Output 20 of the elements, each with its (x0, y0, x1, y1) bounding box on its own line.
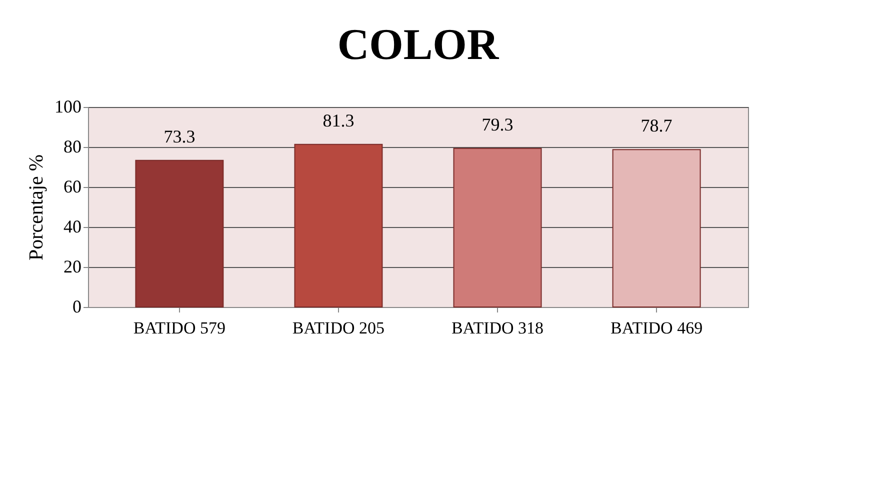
x-tick-label: BATIDO 205 (292, 318, 385, 338)
bar (135, 160, 224, 308)
data-label: 78.7 (640, 116, 672, 136)
y-axis-title: Porcentaje % (26, 154, 48, 261)
x-tick-label: BATIDO 579 (133, 318, 226, 338)
y-tick-label: 0 (72, 296, 82, 316)
y-tick-label: 40 (64, 216, 82, 236)
data-label: 73.3 (164, 126, 196, 146)
y-tick-label: 100 (54, 96, 82, 116)
bar (294, 144, 383, 308)
y-tick-label: 60 (64, 176, 82, 196)
data-label: 79.3 (482, 114, 514, 134)
y-tick-label: 80 (64, 136, 82, 156)
y-tick-label: 20 (64, 256, 82, 276)
bar (453, 148, 542, 308)
bar (612, 149, 701, 308)
chart-title: COLOR (337, 20, 500, 69)
x-tick-label: BATIDO 318 (451, 318, 544, 338)
data-label: 81.3 (322, 110, 354, 130)
x-tick-label: BATIDO 469 (610, 318, 703, 338)
